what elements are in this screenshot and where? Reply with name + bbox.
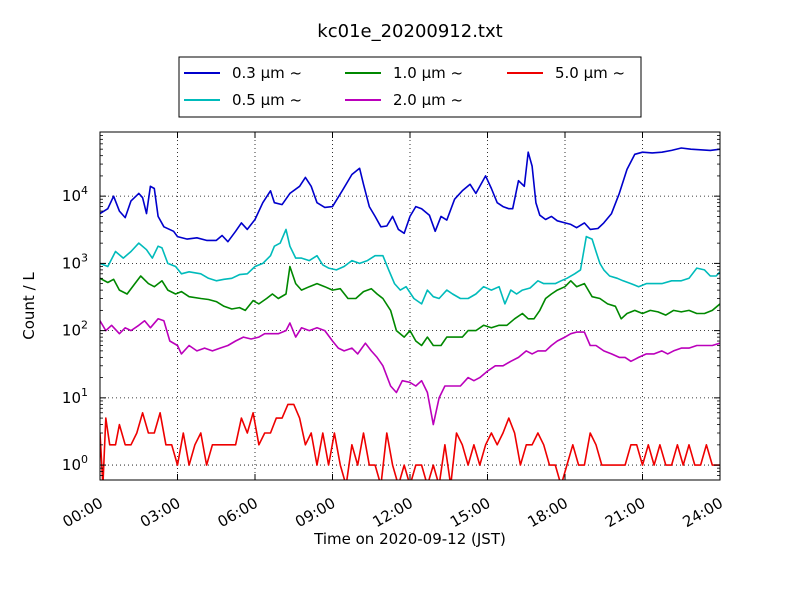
x-tick-label: 03:00 [137, 494, 183, 531]
x-tick-label: 12:00 [370, 494, 416, 531]
y-tick-label: 102 [62, 319, 88, 340]
series-line-2 [100, 228, 720, 305]
plot-background [100, 132, 720, 480]
y-tick-label: 101 [62, 386, 88, 407]
series-line-3 [100, 265, 720, 347]
y-tick-label: 104 [62, 184, 88, 205]
x-tick-label: 21:00 [602, 494, 648, 531]
y-axis-label: Count / L [20, 272, 38, 340]
legend-label-2: 0.5 μm ~ [232, 91, 302, 109]
legend-label-4: 2.0 μm ~ [393, 91, 463, 109]
x-axis-label: Time on 2020-09-12 (JST) [313, 530, 506, 548]
plot-frame [99, 131, 721, 481]
legend-label-3: 1.0 μm ~ [393, 64, 463, 82]
legend-box [178, 56, 642, 118]
series-line-1 [100, 147, 720, 243]
series-line-5 [100, 403, 720, 480]
x-tick-label: 24:00 [680, 494, 726, 531]
x-tick-label: 06:00 [215, 494, 261, 531]
plot-area [100, 132, 720, 480]
series-line-4 [100, 318, 720, 426]
x-tick-label: 00:00 [60, 494, 106, 531]
y-tick-label: 103 [62, 251, 88, 272]
y-tick-label: 100 [62, 453, 88, 474]
x-tick-label: 09:00 [292, 494, 338, 531]
legend-label-1: 0.3 μm ~ [232, 64, 302, 82]
chart-title: kc01e_20200912.txt [317, 21, 502, 42]
x-tick-label: 18:00 [525, 494, 571, 531]
x-tick-label: 15:00 [447, 494, 493, 531]
legend-label-5: 5.0 μm ~ [555, 64, 625, 82]
legend: 0.3 μm ~ 0.5 μm ~ 1.0 μm ~ 2.0 μm ~ 5.0 μm ~ [178, 56, 642, 118]
series-lines [100, 147, 720, 480]
